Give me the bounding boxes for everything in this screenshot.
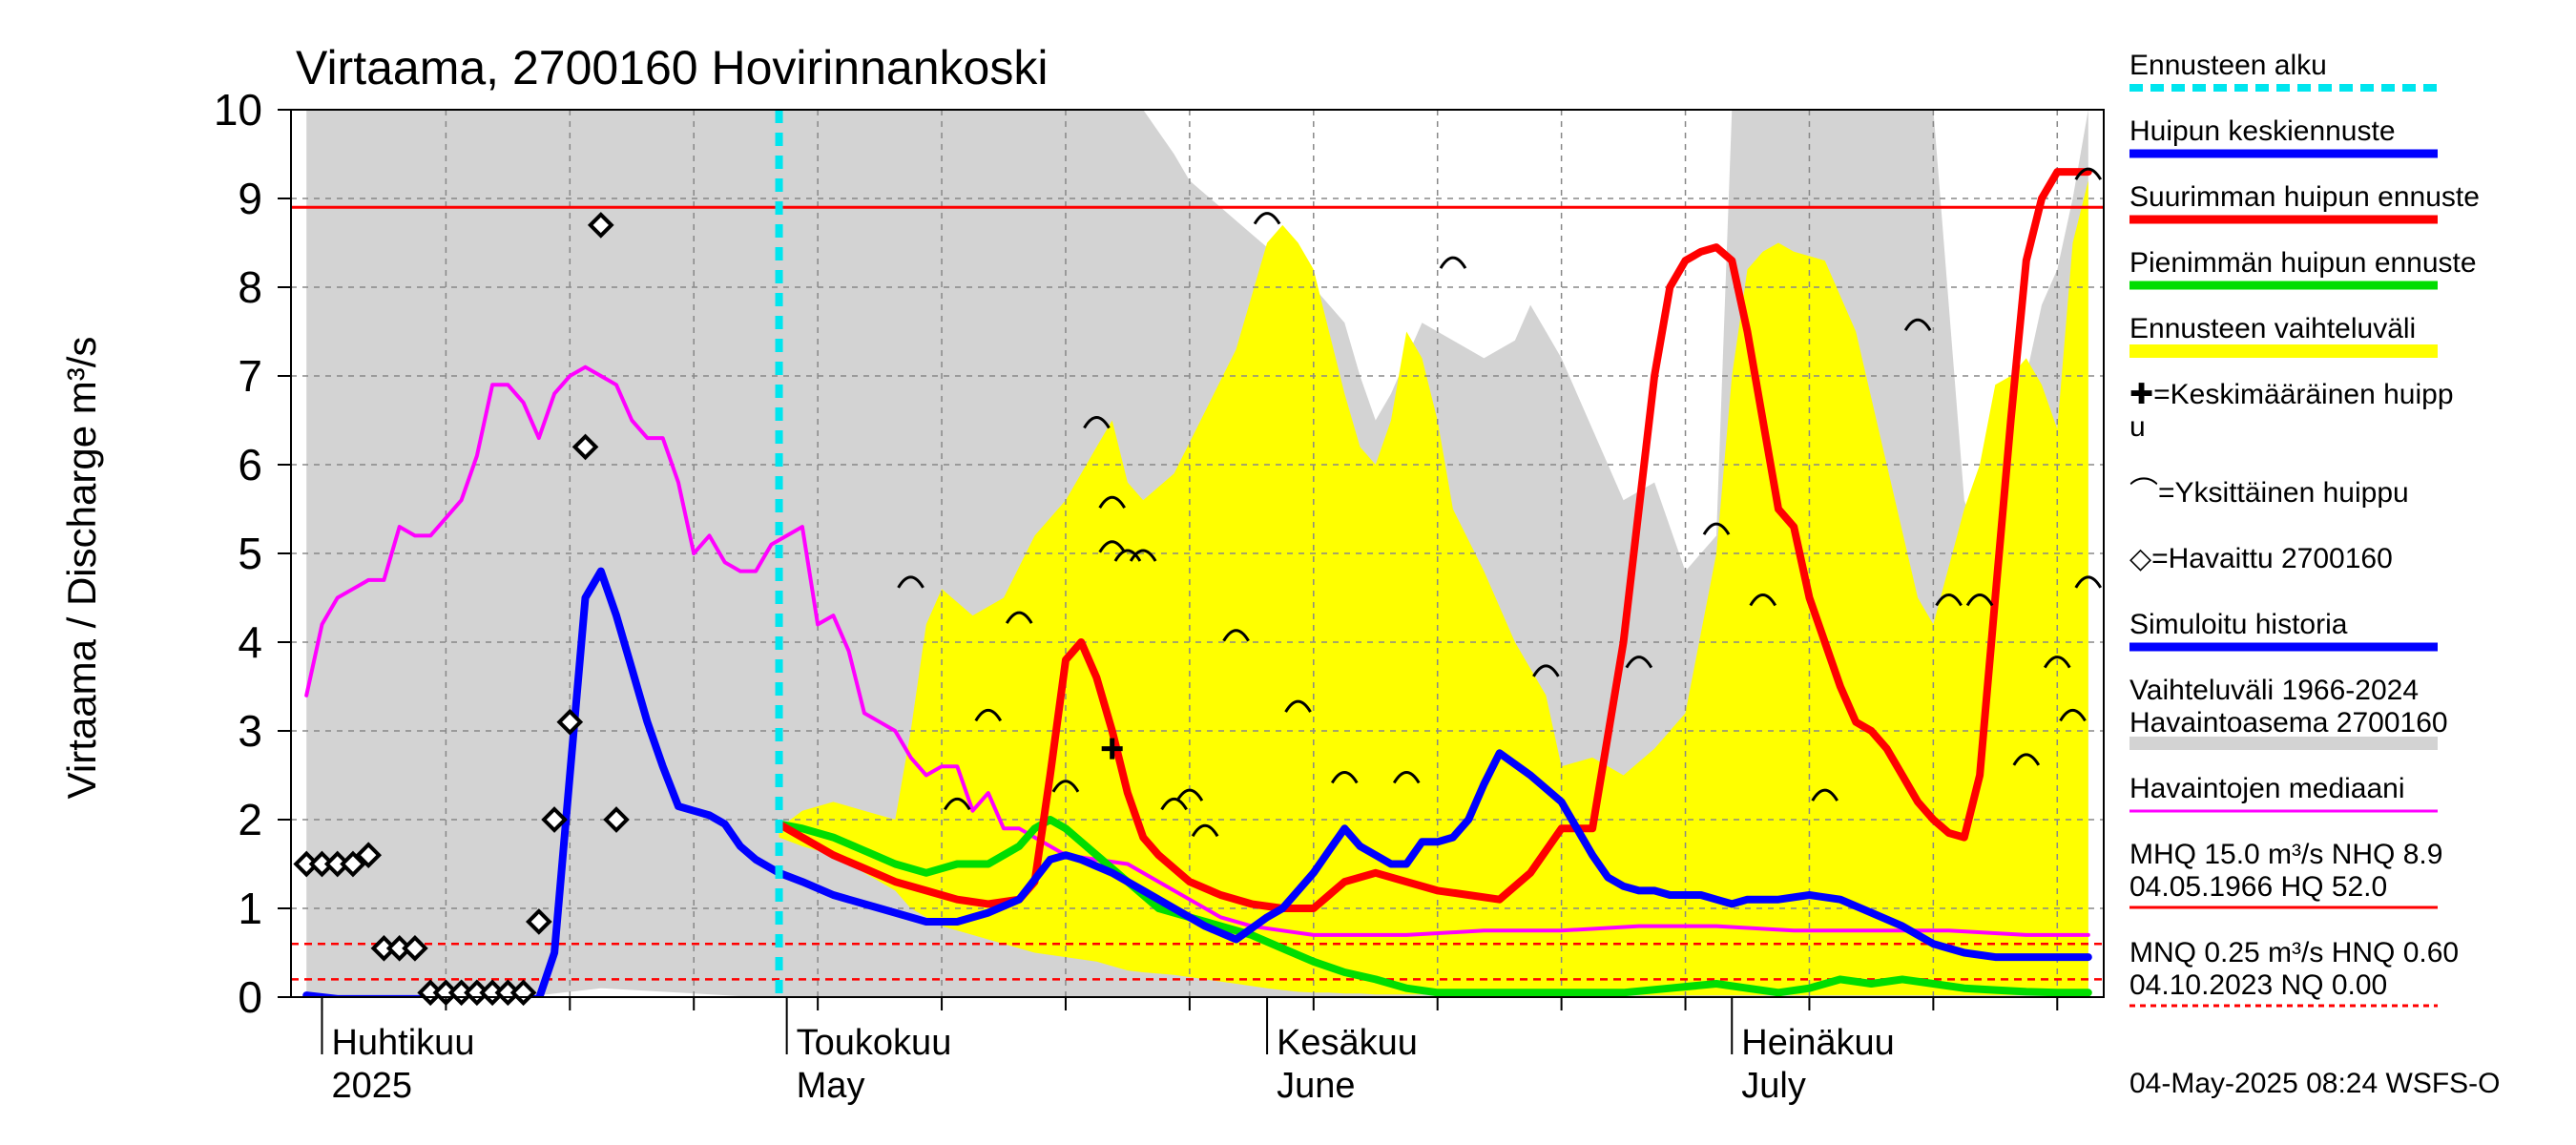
series-line-3 <box>302 567 2092 997</box>
y-axis-title: Virtaama / Discharge m³/s <box>59 337 104 800</box>
y-tick-label-5: 5 <box>238 529 262 578</box>
individual-peak-21 <box>1702 522 1731 535</box>
month-label-en-0: 2025 <box>331 1066 412 1106</box>
individual-peak-13 <box>1222 629 1250 642</box>
observed-point-4 <box>355 842 383 869</box>
individual-peak-28 <box>2043 656 2071 669</box>
y-tick-label-6: 6 <box>238 440 262 489</box>
legend-label-0: Ennusteen alku <box>2129 50 2327 81</box>
observed-point-19 <box>587 212 614 239</box>
individual-peak-11 <box>1175 788 1204 802</box>
grid-layer <box>291 110 2104 997</box>
series-lines <box>302 110 2092 997</box>
legend-label-4: Ennusteen vaihteluväli <box>2129 313 2416 344</box>
month-label-fi-1: Toukokuu <box>797 1023 952 1063</box>
legend-label2-11: 04.05.1966 HQ 52.0 <box>2129 871 2387 903</box>
observed-point-18 <box>571 433 599 461</box>
individual-peak-9 <box>1129 549 1157 562</box>
individual-peak-2 <box>974 708 1003 722</box>
legend-label-11: MHQ 15.0 m³/s NHQ 8.9 <box>2129 839 2442 870</box>
individual-peak-20 <box>1625 656 1653 669</box>
observed-point-15 <box>526 908 552 935</box>
observed-point-17 <box>556 708 584 736</box>
individual-peak-15 <box>1284 699 1312 713</box>
month-label-fi-3: Heinäkuu <box>1741 1023 1895 1063</box>
reference-lines <box>291 205 2104 981</box>
series-line-2 <box>775 168 2092 912</box>
band-1 <box>779 180 2088 996</box>
y-tick-label-4: 4 <box>238 617 262 667</box>
y-tick-label-3: 3 <box>238 706 262 756</box>
individual-peak-10 <box>1160 797 1188 811</box>
month-label-fi-0: Huhtikuu <box>331 1023 474 1063</box>
individual-peak-27 <box>2012 753 2041 766</box>
observed-point-3 <box>340 850 366 878</box>
individual-peak-16 <box>1330 771 1359 784</box>
month-label-en-3: July <box>1741 1066 1806 1106</box>
legend-label-9: Vaihteluväli 1966-2024 <box>2129 675 2419 706</box>
mean-peak-marker <box>1101 738 1123 760</box>
individual-peak-1 <box>943 797 971 811</box>
markers-layer <box>293 167 2103 1007</box>
individual-peak-19 <box>1532 664 1560 677</box>
series-line-0 <box>304 364 2090 937</box>
legend-label-10: Havaintojen mediaani <box>2129 773 2405 804</box>
individual-peak-8 <box>1113 549 1142 562</box>
y-tick-label-2: 2 <box>238 795 262 844</box>
individual-peak-18 <box>1439 256 1467 269</box>
legend-label-1: Huipun keskiennuste <box>2129 115 2396 147</box>
legend-label2-9: Havaintoasema 2700160 <box>2129 707 2448 739</box>
individual-peak-31 <box>2074 167 2103 180</box>
y-tick-label-1: 1 <box>238 884 262 933</box>
legend-label-7: ◇=Havaittu 2700160 <box>2129 543 2393 574</box>
y-tick-label-9: 9 <box>238 174 262 223</box>
series-line-1 <box>775 816 2092 997</box>
individual-peak-17 <box>1392 771 1421 784</box>
observed-point-7 <box>402 935 428 962</box>
legend-label-3: Pienimmän huipun ennuste <box>2129 247 2477 279</box>
legend-label-8: Simuloitu historia <box>2129 609 2348 640</box>
individual-peak-7 <box>1098 540 1126 553</box>
legend-label-5: ✚=Keskimääräinen huipp <box>2129 379 2454 410</box>
individual-peak-4 <box>1051 780 1080 793</box>
legend-label-2: Suurimman huipun ennuste <box>2129 181 2480 213</box>
legend-label2-5: u <box>2129 411 2146 443</box>
individual-peak-29 <box>2059 708 2087 722</box>
y-tick-label-0: 0 <box>238 972 262 1022</box>
individual-peak-6 <box>1098 495 1126 509</box>
chart-title: Virtaama, 2700160 Hovirinnankoski <box>296 41 1048 94</box>
individual-peak-3 <box>1005 611 1033 624</box>
individual-peak-25 <box>1935 593 1963 607</box>
legend-label-12: MNQ 0.25 m³/s HNQ 0.60 <box>2129 937 2459 968</box>
legend-label2-12: 04.10.2023 NQ 0.00 <box>2129 969 2387 1001</box>
y-tick-label-10: 10 <box>214 85 262 135</box>
individual-peak-30 <box>2074 575 2103 589</box>
month-label-en-1: May <box>797 1066 865 1106</box>
individual-peak-23 <box>1811 788 1839 802</box>
y-tick-label-8: 8 <box>238 262 262 312</box>
month-label-fi-2: Kesäkuu <box>1277 1023 1418 1063</box>
individual-peak-26 <box>1965 593 1994 607</box>
individual-peak-0 <box>897 575 924 589</box>
individual-peak-24 <box>1903 318 1932 331</box>
individual-peak-14 <box>1253 212 1281 225</box>
legend: Ennusteen alku Huipun keskiennuste Suurimm… <box>2129 50 2480 1008</box>
legend-label-6: ⌒=Yksittäinen huippu <box>2129 477 2409 509</box>
month-label-en-2: June <box>1277 1066 1355 1106</box>
observed-point-20 <box>603 806 630 833</box>
y-axis: 0 1 2 3 4 5 6 7 8 9 10 <box>214 85 291 1022</box>
observed-point-16 <box>541 806 568 833</box>
individual-peak-22 <box>1749 593 1777 607</box>
y-tick-label-7: 7 <box>238 351 262 401</box>
individual-peak-5 <box>1083 416 1111 429</box>
individual-peak-12 <box>1191 823 1219 838</box>
footer-timestamp: 04-May-2025 08:24 WSFS-O <box>2129 1068 2501 1099</box>
